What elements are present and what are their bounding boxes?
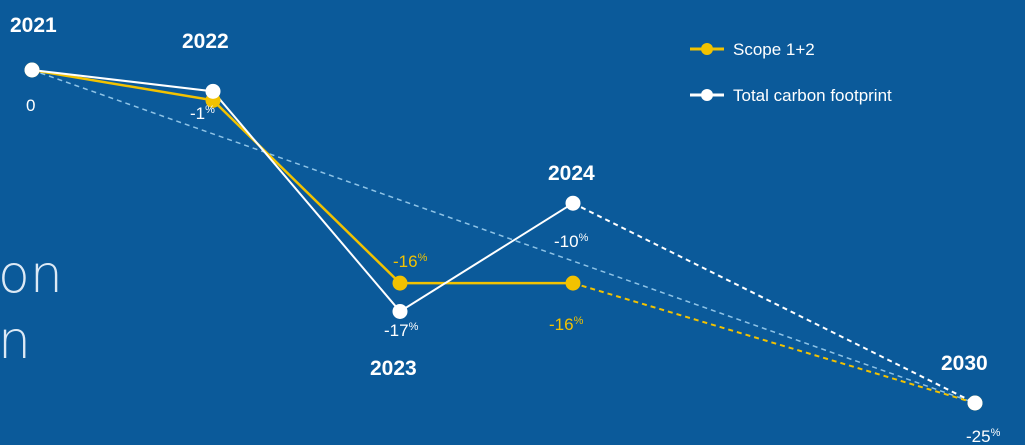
labels-layer: 2021 2022 2023 2024 2030 -16% -16% 0 -1% -17% -10%… xyxy=(10,14,1001,445)
series-1-point-2024 xyxy=(565,195,581,211)
series-0-solid-line xyxy=(31,68,573,285)
series-1-value-label-2021: 0 xyxy=(26,96,35,115)
series-0-point-2024 xyxy=(565,275,581,291)
legend-swatch-dot-0 xyxy=(701,43,713,55)
series-1-point-2030 xyxy=(967,395,983,411)
series-1-value-label-2022: -1% xyxy=(190,104,215,123)
reference-trend-line xyxy=(31,69,976,404)
legend-swatch-dot-1 xyxy=(701,89,713,101)
year-label-2024: 2024 xyxy=(548,162,595,185)
legend-label-1: Total carbon footprint xyxy=(733,86,892,105)
background-text-line-1: on xyxy=(0,245,63,305)
series-1-point-2021 xyxy=(24,62,40,78)
series-1-value-label-2023: -17% xyxy=(384,321,419,340)
series-1-value-label-2030: -25% xyxy=(966,427,1001,445)
points-layer xyxy=(24,62,983,411)
lines-layer xyxy=(31,68,976,404)
series-0-projection-line xyxy=(572,282,976,404)
series-0-point-2023 xyxy=(392,275,408,291)
series-0-value-label-2024: -16% xyxy=(549,315,584,334)
year-label-2022: 2022 xyxy=(182,30,229,53)
background-text-line-2: n xyxy=(0,311,31,371)
series-0-value-label-2023: -16% xyxy=(393,252,428,271)
series-1-point-2022 xyxy=(205,83,221,99)
legend: Scope 1+2 Total carbon footprint xyxy=(690,40,892,105)
year-label-2021: 2021 xyxy=(10,14,57,37)
legend-label-0: Scope 1+2 xyxy=(733,40,815,59)
series-1-point-2023 xyxy=(392,303,408,319)
year-label-2023: 2023 xyxy=(370,357,417,380)
series-1-projection-line xyxy=(572,202,976,404)
series-1-solid-line xyxy=(31,69,574,313)
year-label-2030: 2030 xyxy=(941,352,988,375)
series-1-value-label-2024: -10% xyxy=(554,232,589,251)
